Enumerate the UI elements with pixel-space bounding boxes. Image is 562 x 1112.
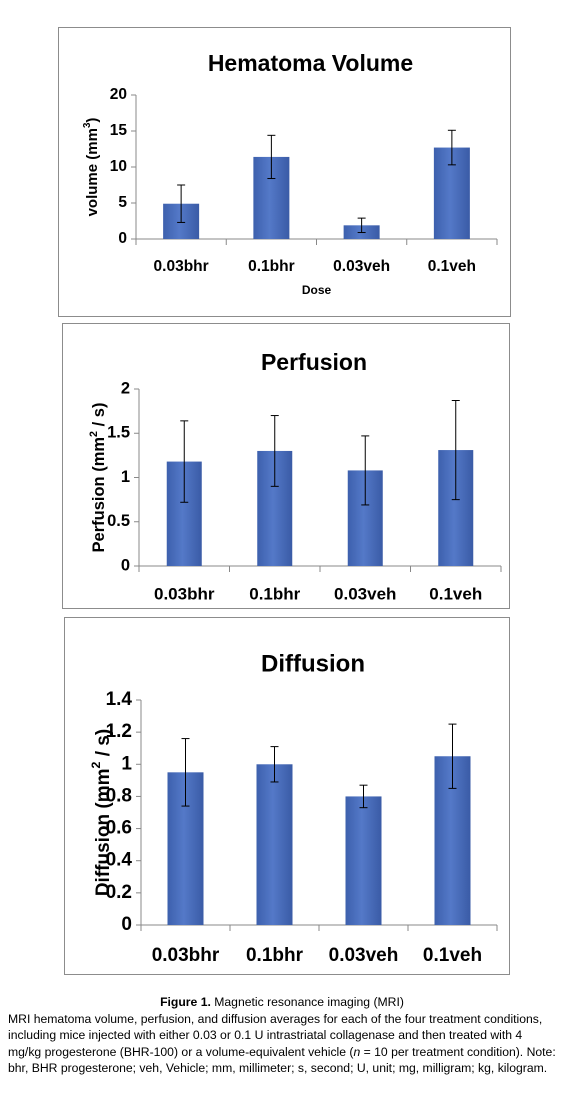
diffusion-x-tick-label: 0.03veh: [329, 945, 399, 966]
perfusion-y-axis-title-end: / s): [90, 403, 108, 431]
hematoma-x-tick-label: 0.03bhr: [154, 258, 209, 275]
diffusion-y-axis-title-main: Diffusion (mm: [93, 768, 114, 896]
diffusion-y-axis-title-sup: 2: [89, 761, 103, 768]
hematoma-y-axis-title-sup: 3: [82, 122, 93, 128]
diffusion-bar-0.03veh: [345, 796, 382, 925]
diffusion-y-axis-title-end: / s): [93, 729, 114, 762]
caption-title: Figure 1. Magnetic resonance imaging (MR…: [8, 994, 556, 1011]
diffusion-y-tick-label: 0.4: [106, 850, 133, 871]
perfusion-x-tick-label: 0.03veh: [334, 584, 396, 603]
hematoma-y-tick-label: 10: [110, 158, 127, 175]
diffusion-y-tick-label: 0: [121, 914, 132, 935]
perfusion-y-axis-title-sup: 2: [88, 431, 100, 437]
hematoma-y-tick-label: 20: [110, 86, 127, 103]
perfusion-y-tick-label: 2: [121, 379, 130, 397]
diffusion-bar-0.1bhr: [256, 764, 293, 925]
diffusion-y-tick-label: 0.2: [106, 882, 132, 903]
diffusion-x-tick-label: 0.03bhr: [152, 945, 220, 966]
diffusion-y-tick-label: 0.6: [106, 818, 132, 839]
perfusion-chart-plot: Perfusion 0 0.5 1 1.5 2 0.03bhr 0.1bhr 0.03veh 0.…: [88, 349, 502, 603]
caption-text-2: = 10 per treatment condition). Note: bhr…: [8, 1044, 556, 1076]
hematoma-x-tick-label: 0.1bhr: [248, 258, 295, 275]
caption-figure-label: Figure 1.: [160, 995, 211, 1009]
hematoma-x-tick-label: 0.1veh: [428, 258, 476, 275]
diffusion-y-tick-label: 1.2: [106, 721, 132, 742]
perfusion-y-tick-label: 0: [121, 556, 130, 574]
diffusion-chart-plot: Diffusion 0 0.2 0.4 0.6 0.8 1 1.2 1.4 0.03bhr 0.1b…: [89, 650, 498, 966]
diffusion-y-axis-title: Diffusion (mm2 / s): [89, 729, 114, 896]
hematoma-y-tick-label: 15: [110, 122, 128, 139]
hematoma-y-tick-label: 5: [118, 194, 127, 211]
figure-caption: Figure 1. Magnetic resonance imaging (MR…: [8, 994, 556, 1077]
hematoma-y-tick-label: 0: [118, 230, 127, 247]
hematoma-y-axis-title: volume (mm3): [82, 118, 101, 217]
perfusion-y-tick-label: 1: [121, 468, 130, 486]
perfusion-x-tick-label: 0.03bhr: [154, 584, 215, 603]
perfusion-x-tick-label: 0.1bhr: [249, 584, 300, 603]
hematoma-y-axis-title-main: volume (mm: [84, 128, 101, 216]
caption-n-symbol: n: [353, 1044, 361, 1059]
caption-figure-title: Magnetic resonance imaging (MRI): [210, 995, 404, 1009]
diffusion-y-tick-label: 0.8: [106, 785, 132, 806]
hematoma-x-axis-title: Dose: [302, 283, 332, 297]
diffusion-chart-title: Diffusion: [261, 650, 365, 677]
diffusion-y-tick-label: 1.4: [106, 689, 133, 710]
perfusion-y-axis-title: Perfusion (mm2 / s): [88, 403, 109, 553]
perfusion-y-tick-label: 0.5: [107, 512, 130, 530]
caption-body: MRI hematoma volume, perfusion, and diff…: [8, 1011, 556, 1077]
perfusion-y-tick-label: 1.5: [107, 424, 130, 442]
caption-text-1: MRI hematoma volume, perfusion, and diff…: [8, 1011, 543, 1059]
diffusion-x-tick-label: 0.1veh: [423, 945, 482, 966]
diffusion-y-tick-label: 1: [121, 753, 132, 774]
hematoma-x-tick-label: 0.03veh: [333, 258, 390, 275]
perfusion-x-tick-label: 0.1veh: [429, 584, 482, 603]
perfusion-y-axis-title-main: Perfusion (mm: [90, 437, 108, 553]
hematoma-chart-title: Hematoma Volume: [208, 50, 413, 76]
perfusion-chart-title: Perfusion: [261, 349, 367, 375]
diffusion-x-tick-label: 0.1bhr: [246, 945, 304, 966]
hematoma-chart-plot: Hematoma Volume 0 5 10 15 20 0.03bhr 0.1bhr 0.03…: [82, 50, 498, 297]
hematoma-y-axis-title-end: ): [84, 118, 101, 123]
